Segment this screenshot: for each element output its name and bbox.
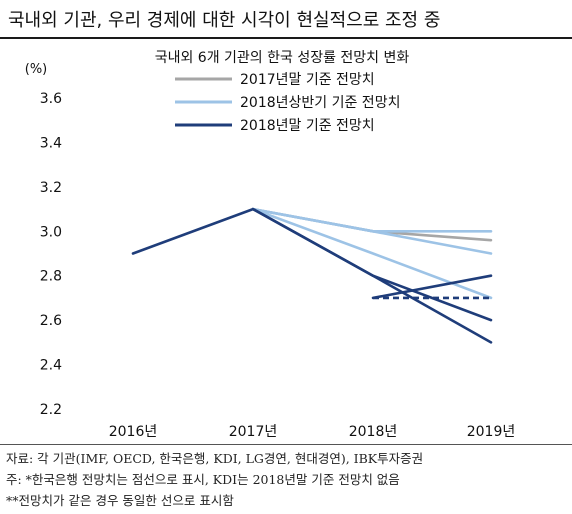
- series-line-2: [251, 207, 493, 255]
- y-tick-label: 2.2: [40, 402, 62, 418]
- chart-title: 국내외 6개 기관의 한국 성장률 전망치 변화: [155, 50, 410, 66]
- series-line-3: [251, 207, 493, 300]
- series-line-0: [251, 207, 493, 242]
- top-rule: [0, 37, 572, 39]
- footnote-line: 주: *한국은행 전망치는 점선으로 표시, KDI는 2018년말 기준 전망…: [6, 472, 400, 487]
- series-line-6: [371, 274, 493, 300]
- legend-label: 2018년말 기준 전망치: [240, 118, 375, 134]
- chart-canvas: 국내외 6개 기관의 한국 성장률 전망치 변화 (%) 2.22.42.62.…: [25, 50, 516, 440]
- y-tick-label: 2.4: [40, 358, 62, 374]
- footnote-line: **전망치가 같은 경우 동일한 선으로 표시함: [6, 493, 234, 508]
- y-axis: 2.2 2.4 2.6 2.8 3.0 3.2 3.4 3.6: [40, 91, 62, 418]
- source-notes: 자료: 각 기관(IMF, OECD, 한국은행, KDI, LG경연, 현대경…: [6, 448, 566, 511]
- page-headline: 국내외 기관, 우리 경제에 대한 시각이 현실적으로 조정 중: [8, 10, 441, 31]
- growth-forecast-chart: 국내외 6개 기관의 한국 성장률 전망치 변화 (%) 2.2 2.4 2.6 2.…: [0, 40, 572, 442]
- source-line: 자료: 각 기관(IMF, OECD, 한국은행, KDI, LG경연, 현대경…: [6, 451, 424, 466]
- series-line-4: [131, 207, 493, 344]
- y-unit-label: (%): [25, 62, 48, 77]
- x-tick-label: 2019년: [467, 424, 516, 440]
- series-line-5: [251, 207, 493, 322]
- x-tick-label: 2016년: [109, 424, 158, 440]
- y-tick-label: 2.6: [40, 313, 62, 329]
- y-tick-label: 3.4: [40, 135, 62, 151]
- legend-label: 2018년상반기 기준 전망치: [240, 95, 400, 111]
- x-axis: 2016년 2017년 2018년 2019년: [109, 424, 516, 440]
- y-tick-label: 3.2: [40, 180, 62, 196]
- bottom-rule: [0, 444, 572, 445]
- x-tick-label: 2018년: [349, 424, 398, 440]
- chart-legend: 2017년말 기준 전망치 2018년상반기 기준 전망치 2018년말 기준 전망…: [175, 72, 400, 134]
- series-lines: [131, 207, 493, 344]
- legend-label: 2017년말 기준 전망치: [240, 72, 375, 88]
- y-tick-label: 3.6: [40, 91, 62, 107]
- y-tick-label: 3.0: [40, 224, 62, 240]
- x-tick-label: 2017년: [229, 424, 278, 440]
- y-tick-label: 2.8: [40, 269, 62, 285]
